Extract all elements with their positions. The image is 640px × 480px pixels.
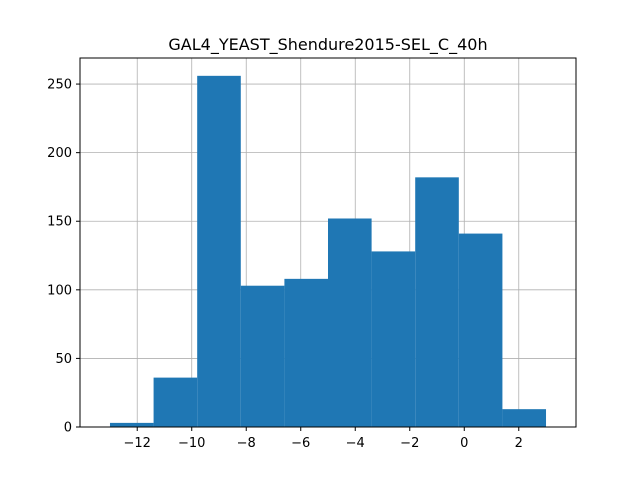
histogram-bar [284, 278, 328, 427]
x-tick-label: −12 [124, 436, 151, 451]
y-tick-label: 100 [47, 283, 72, 298]
histogram-bar [240, 285, 285, 427]
x-tick-label: −10 [178, 436, 205, 451]
histogram-bar [328, 218, 372, 427]
x-tick-label: −6 [291, 436, 310, 451]
y-tick-label: 150 [47, 215, 72, 230]
y-tick-label: 250 [47, 78, 72, 93]
y-tick-label: 0 [64, 421, 72, 436]
y-tick-label: 200 [47, 146, 72, 161]
x-tick-label: 2 [515, 436, 523, 451]
histogram-bar [109, 422, 154, 427]
histogram-bar [502, 409, 547, 427]
chart-title: GAL4_YEAST_Shendure2015-SEL_C_40h [168, 35, 487, 55]
histogram-bar [153, 377, 198, 427]
histogram-bar [458, 233, 503, 427]
bars-layer [109, 75, 547, 428]
histogram-bar [197, 75, 241, 428]
plot-frame [79, 57, 577, 428]
x-tick-label: 0 [460, 436, 468, 451]
axes-layer: −12 −10 −8 −6 −4 −2 0 2 0 50 100 150 200 250 [47, 57, 577, 451]
x-tick-label: −4 [346, 436, 365, 451]
histogram-bar [415, 177, 459, 427]
x-tick-label: −8 [237, 436, 256, 451]
y-tick-label: 50 [55, 352, 72, 367]
histogram-bar [371, 251, 416, 427]
x-tick-label: −2 [400, 436, 419, 451]
